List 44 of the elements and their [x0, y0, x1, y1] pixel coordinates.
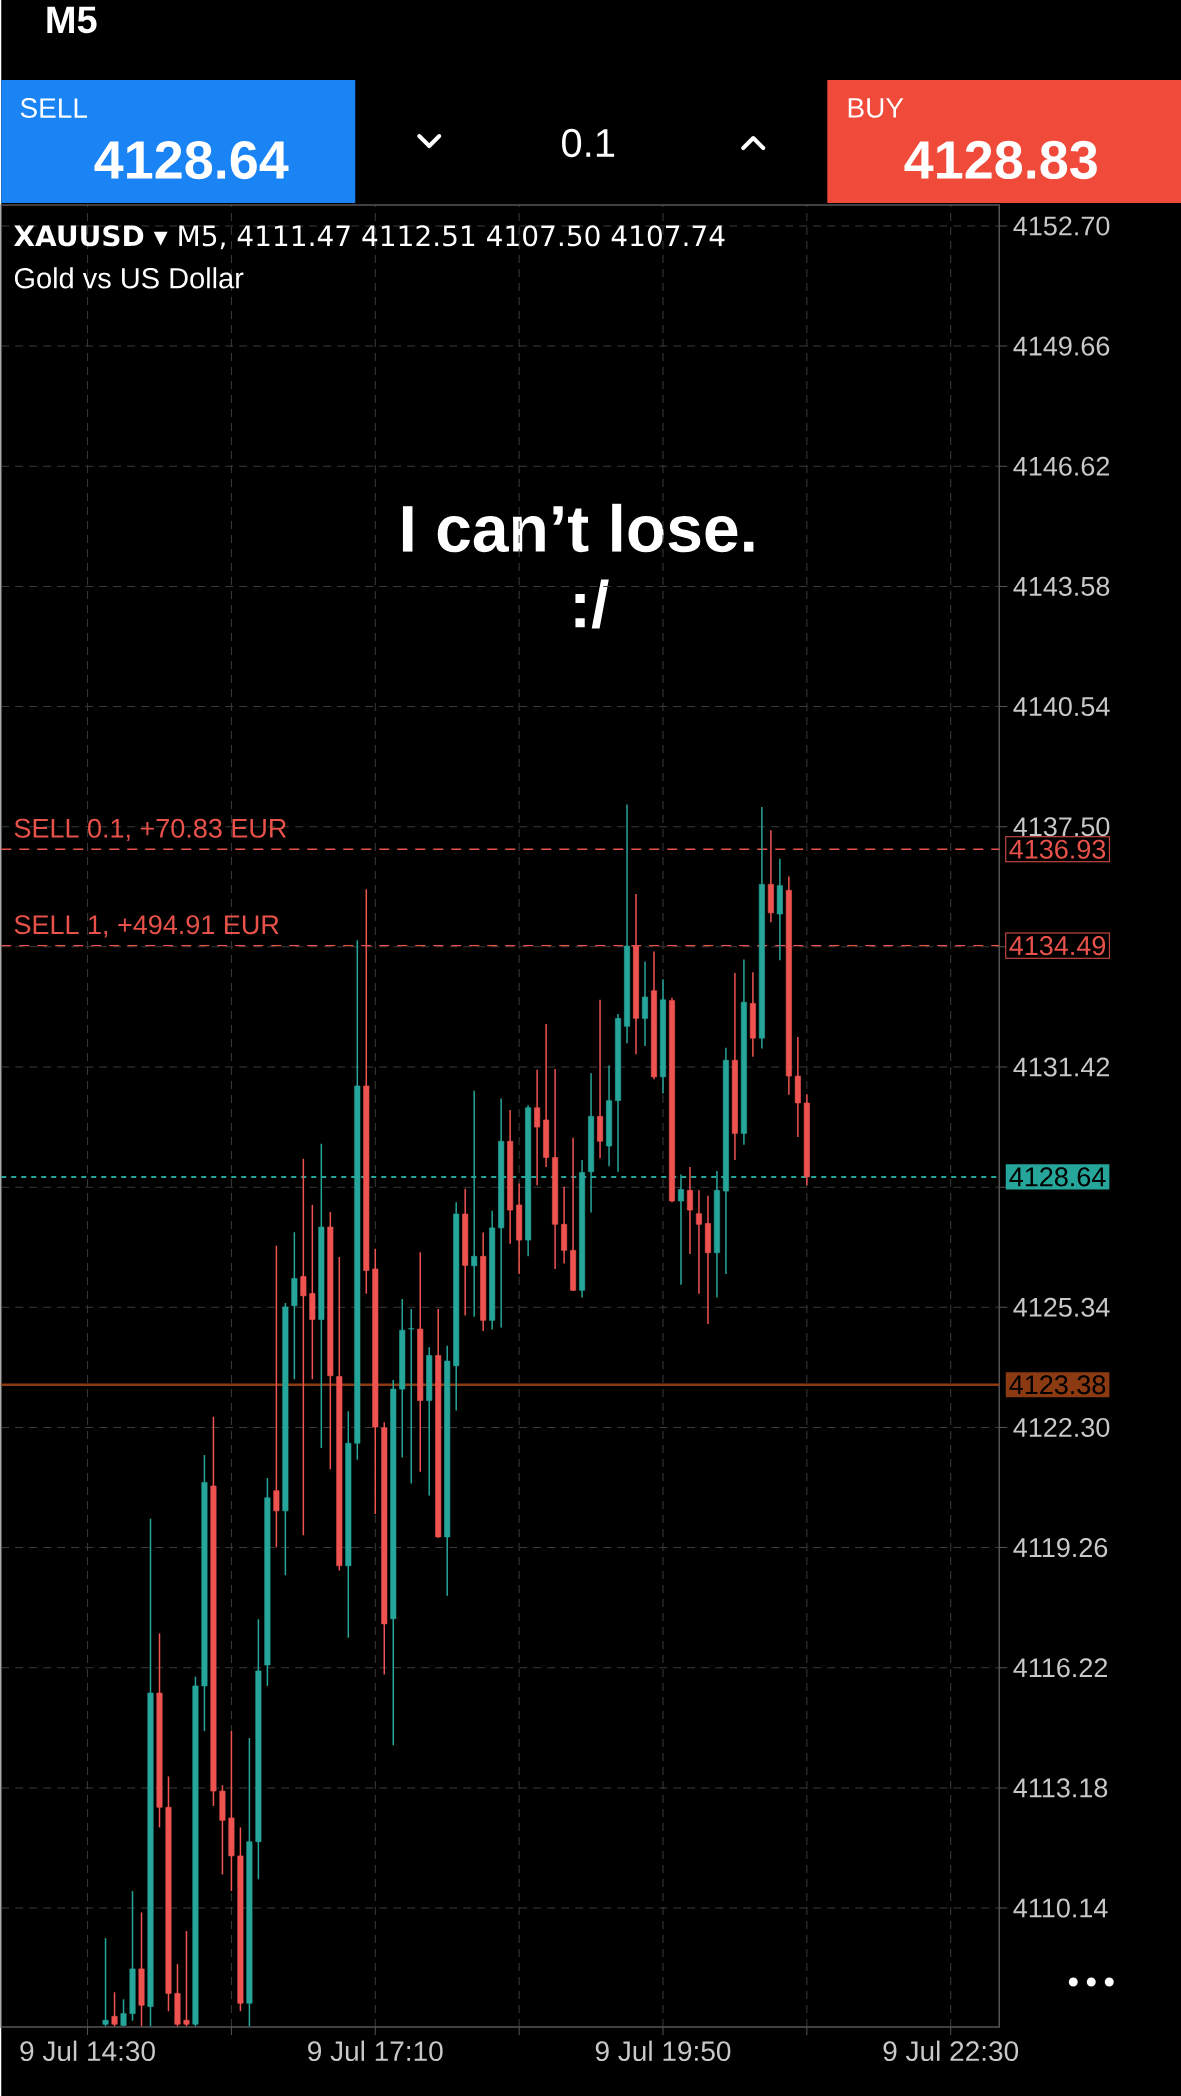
- candlestick: [686, 1166, 693, 1255]
- y-tick-label: 4110.14: [1013, 1898, 1108, 1918]
- candlestick: [300, 1157, 307, 1537]
- y-tick-label: 4113.18: [1013, 1778, 1108, 1798]
- annotation: :/: [575, 579, 609, 629]
- y-tick-label: 4122.30: [1013, 1417, 1110, 1438]
- ref-line-label: 4136.93: [1009, 839, 1106, 859]
- candlestick: [641, 960, 648, 1047]
- ref-line-label: 4128.64: [1009, 1167, 1106, 1187]
- x-tick-label: 9 Jul 17:10: [307, 2040, 443, 2062]
- candlestick: [695, 1189, 702, 1295]
- text: 4128.64: [94, 140, 289, 180]
- y-tick-label: 4143.58: [1013, 576, 1110, 596]
- text: XAUUSD ▾ M5, 4111.47 4112.51 4107.50 4107.74: [13, 225, 725, 250]
- y-tick-label: 4152.70: [1013, 216, 1110, 236]
- text: SELL: [20, 98, 87, 118]
- y-tick-label: 4146.62: [1013, 456, 1109, 476]
- text: 0.1: [561, 128, 614, 158]
- x-tick-label: 9 Jul 19:50: [595, 2040, 731, 2062]
- y-tick-label: 4149.66: [1013, 336, 1110, 356]
- text: Gold vs US Dollar: [14, 267, 244, 289]
- ref-line-label: 4123.38: [1009, 1375, 1106, 1395]
- candlestick: [120, 1998, 127, 2027]
- annotation: I can’t lose.: [402, 503, 754, 553]
- candlestick: [273, 1244, 280, 1548]
- annotation: SELL 0.1, +70.83 EUR: [14, 818, 286, 842]
- candlestick: [534, 1069, 540, 1186]
- y-tick-label: 4116.22: [1013, 1658, 1107, 1678]
- y-tick-label: 4119.26: [1013, 1538, 1108, 1558]
- candlestick: [102, 1937, 109, 2027]
- y-tick-label: 4140.54: [1013, 696, 1110, 717]
- y-tick-label: 4137.50: [1013, 817, 1110, 837]
- text: 4128.83: [904, 140, 1097, 180]
- ref-line-label: 4134.49: [1009, 936, 1105, 956]
- annotation: SELL 1, +494.91 EUR: [14, 915, 279, 938]
- y-tick-label: 4131.42: [1013, 1057, 1109, 1077]
- x-tick-label: 9 Jul 22:30: [883, 2040, 1018, 2062]
- text: M5: [47, 6, 97, 34]
- candlestick: [408, 1308, 415, 1485]
- text: BUY: [848, 98, 904, 118]
- candlestick: [183, 1930, 190, 2027]
- y-tick-label: 4125.34: [1013, 1297, 1110, 1317]
- x-tick-label: 9 Jul 14:30: [20, 2040, 155, 2062]
- candlestick: [111, 1991, 118, 2027]
